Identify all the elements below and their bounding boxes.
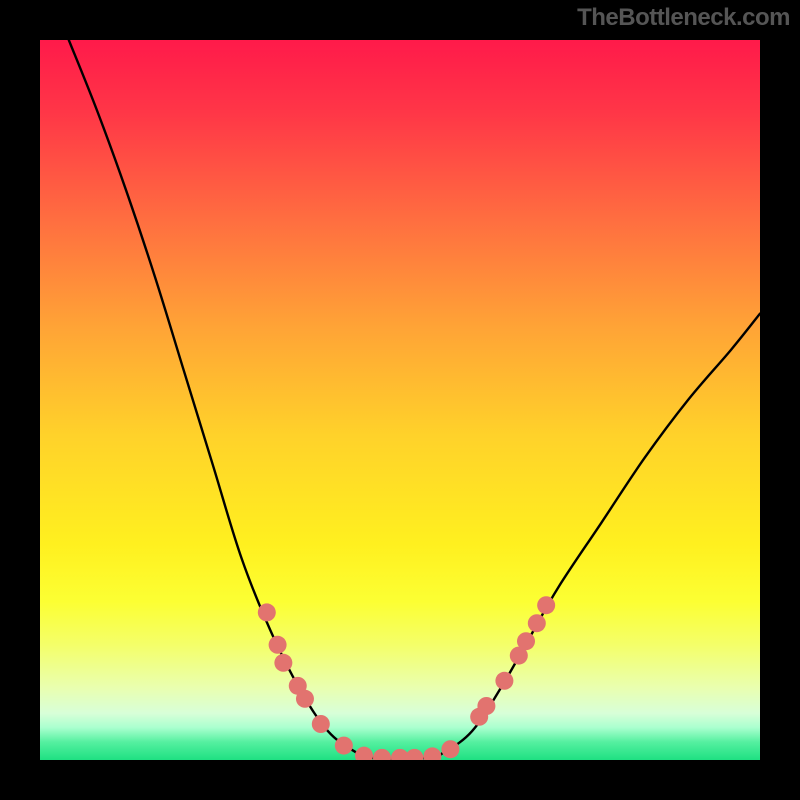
- data-marker: [335, 737, 353, 755]
- data-marker: [517, 632, 535, 650]
- data-marker: [296, 690, 314, 708]
- plot-background: [40, 40, 760, 760]
- chart-container: TheBottleneck.com: [0, 0, 800, 800]
- data-marker: [441, 740, 459, 758]
- data-marker: [373, 749, 391, 767]
- data-marker: [269, 636, 287, 654]
- data-marker: [312, 715, 330, 733]
- data-marker: [355, 747, 373, 765]
- data-marker: [477, 697, 495, 715]
- data-marker: [495, 672, 513, 690]
- data-marker: [274, 654, 292, 672]
- data-marker: [423, 747, 441, 765]
- bottleneck-chart: [0, 0, 800, 800]
- data-marker: [528, 614, 546, 632]
- data-marker: [258, 603, 276, 621]
- data-marker: [537, 596, 555, 614]
- data-marker: [405, 749, 423, 767]
